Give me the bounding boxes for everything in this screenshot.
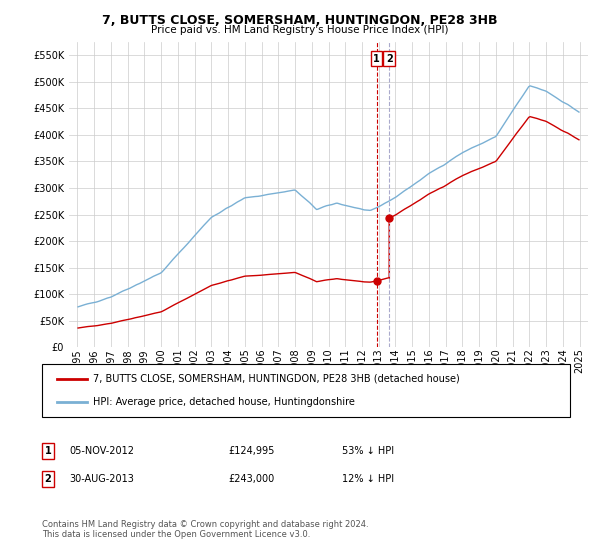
Text: 7, BUTTS CLOSE, SOMERSHAM, HUNTINGDON, PE28 3HB (detached house): 7, BUTTS CLOSE, SOMERSHAM, HUNTINGDON, P… (93, 374, 460, 384)
Text: 12% ↓ HPI: 12% ↓ HPI (342, 474, 394, 484)
Text: Price paid vs. HM Land Registry's House Price Index (HPI): Price paid vs. HM Land Registry's House … (151, 25, 449, 35)
Text: 1: 1 (44, 446, 52, 456)
Text: Contains HM Land Registry data © Crown copyright and database right 2024.
This d: Contains HM Land Registry data © Crown c… (42, 520, 368, 539)
Text: 2: 2 (386, 54, 392, 64)
Text: £243,000: £243,000 (228, 474, 274, 484)
Text: 53% ↓ HPI: 53% ↓ HPI (342, 446, 394, 456)
Text: 7, BUTTS CLOSE, SOMERSHAM, HUNTINGDON, PE28 3HB: 7, BUTTS CLOSE, SOMERSHAM, HUNTINGDON, P… (102, 14, 498, 27)
Text: 30-AUG-2013: 30-AUG-2013 (69, 474, 134, 484)
Text: 1: 1 (373, 54, 380, 64)
Text: 05-NOV-2012: 05-NOV-2012 (69, 446, 134, 456)
Text: 2: 2 (44, 474, 52, 484)
Text: HPI: Average price, detached house, Huntingdonshire: HPI: Average price, detached house, Hunt… (93, 397, 355, 407)
Text: £124,995: £124,995 (228, 446, 274, 456)
